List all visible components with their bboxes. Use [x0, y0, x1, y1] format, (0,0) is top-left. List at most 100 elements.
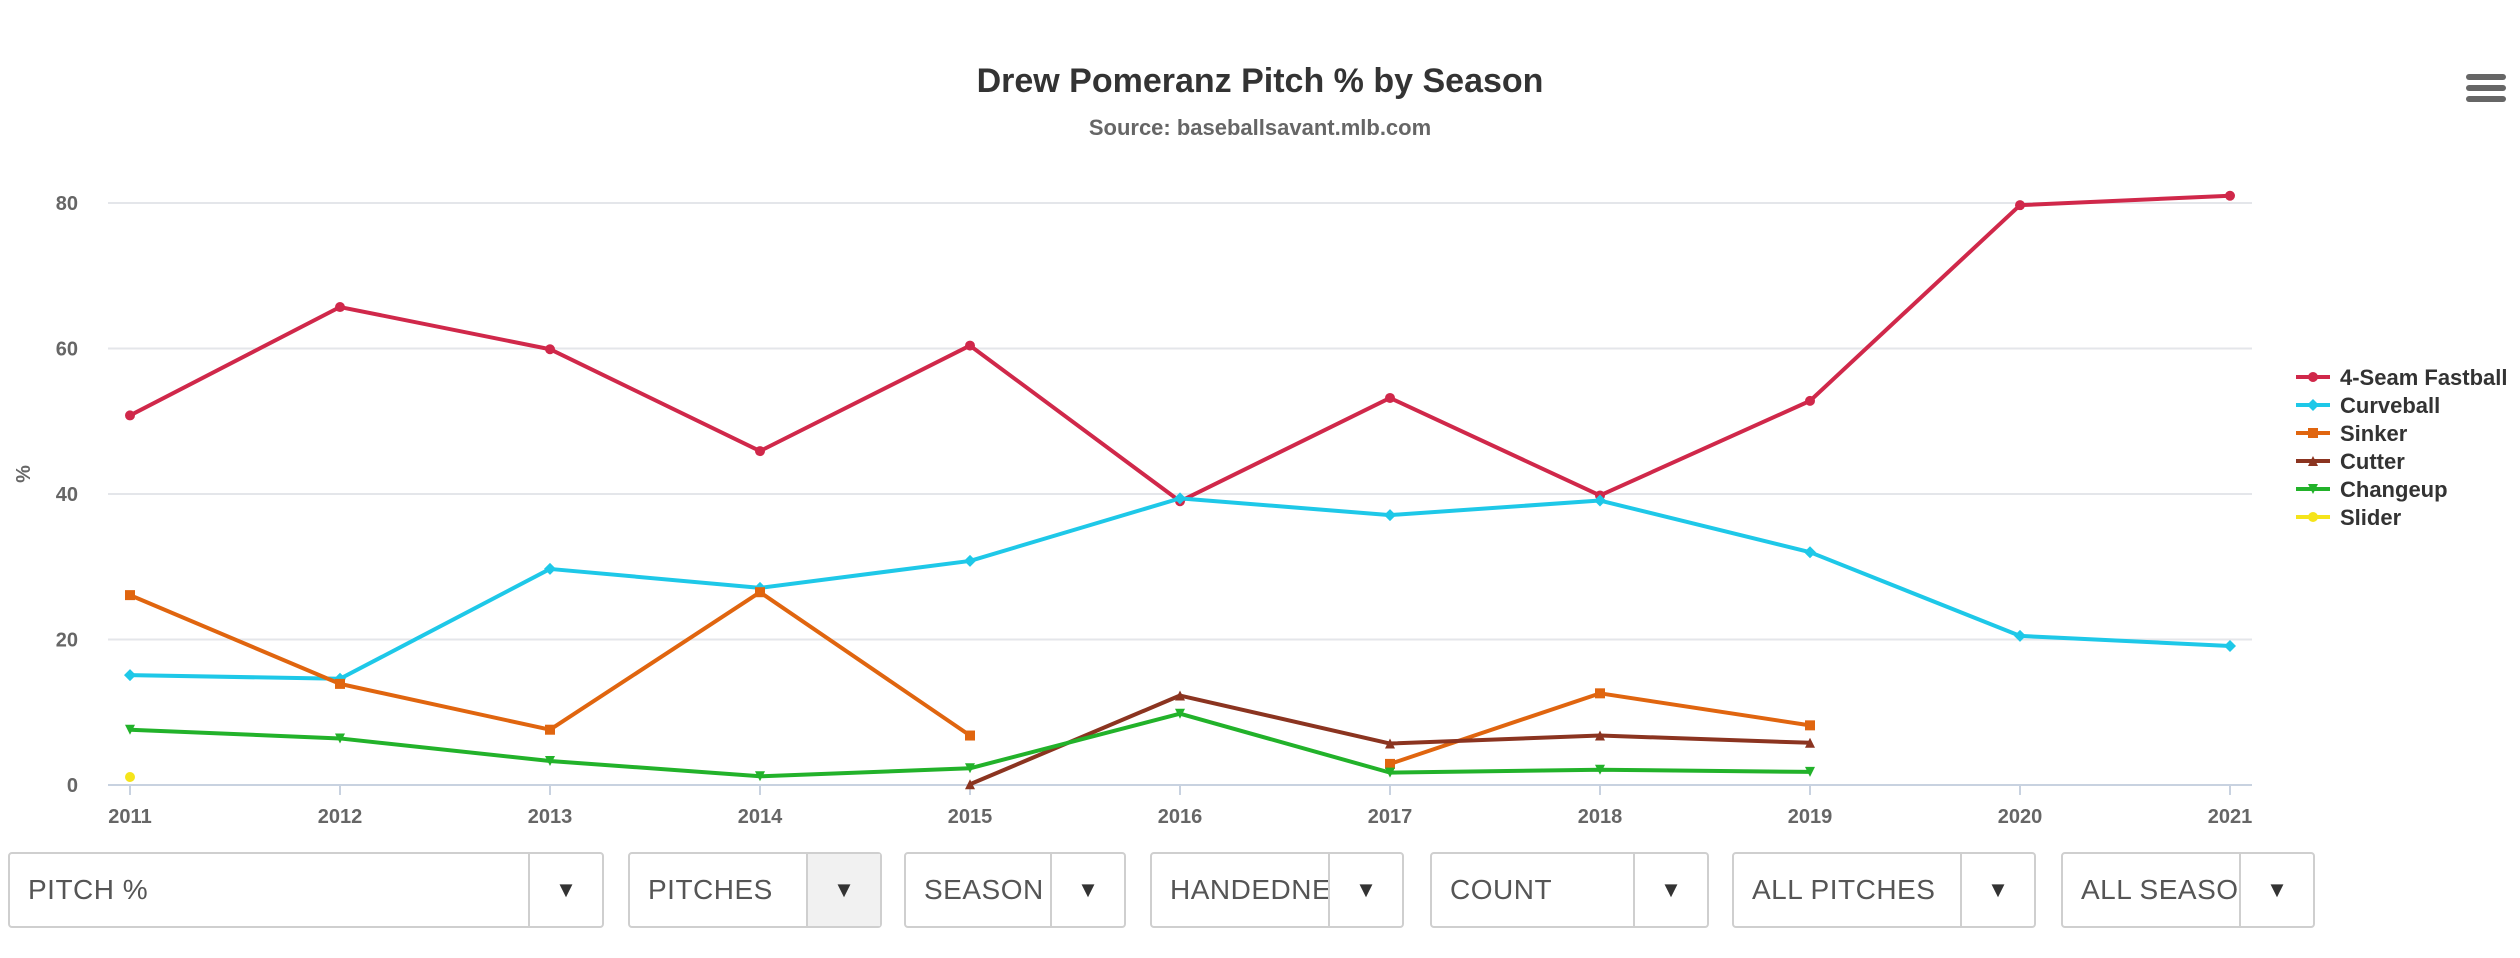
x-axis-tick-labels: 2011 2012 2013 2014 2015 2016 2017 2018 2019 2020…	[108, 785, 2252, 828]
series-group	[124, 190, 2236, 790]
legend-item-4-seam-fastball[interactable]: 4-Seam Fastball	[2296, 365, 2508, 390]
data-point-changeup[interactable]	[1385, 767, 1395, 778]
data-point-sinker[interactable]	[545, 724, 555, 735]
x-tick-label: 2012	[318, 806, 363, 828]
hamburger-icon-bar	[2466, 96, 2506, 102]
data-point-4-seam-fastball[interactable]	[125, 410, 135, 421]
metric-select[interactable]: PITCH % ▼	[8, 852, 604, 928]
x-tick-label: 2015	[948, 806, 993, 828]
data-point-4-seam-fastball[interactable]	[2225, 190, 2235, 201]
legend-item-curveball[interactable]: Curveball	[2296, 393, 2440, 418]
x-tick-label: 2019	[1788, 806, 1833, 828]
x-tick-label: 2016	[1158, 806, 1203, 828]
season-select[interactable]: SEASON ▼	[904, 852, 1126, 928]
x-tick-label: 2020	[1998, 806, 2043, 828]
data-point-sinker[interactable]	[1595, 688, 1605, 699]
data-point-cutter[interactable]	[1805, 737, 1815, 748]
data-point-slider[interactable]	[125, 771, 135, 782]
data-point-curveball[interactable]	[544, 562, 556, 575]
legend-marker[interactable]	[2308, 484, 2318, 494]
data-point-sinker[interactable]	[1805, 720, 1815, 731]
series-line-curveball	[129, 496, 2231, 681]
series-changeup	[125, 708, 1815, 782]
data-point-changeup[interactable]	[125, 724, 135, 735]
caret-down-icon[interactable]: ▼	[528, 854, 602, 926]
caret-down-icon[interactable]: ▼	[1960, 854, 2034, 926]
data-point-4-seam-fastball[interactable]	[1805, 395, 1815, 406]
data-point-sinker[interactable]	[335, 678, 345, 689]
data-point-curveball[interactable]	[2224, 640, 2236, 653]
series-slider	[125, 771, 135, 782]
metric-select-value: PITCH %	[28, 874, 149, 905]
all-seasons-select[interactable]: ALL SEASONS ▼	[2061, 852, 2315, 928]
data-point-curveball[interactable]	[124, 669, 136, 682]
chart-title: Drew Pomeranz Pitch % by Season	[977, 62, 1544, 100]
y-tick-label: 80	[56, 193, 78, 215]
data-point-curveball[interactable]	[2014, 629, 2026, 642]
chart-menu-button[interactable]	[2466, 70, 2506, 110]
caret-down-icon[interactable]: ▼	[2239, 854, 2313, 926]
data-point-4-seam-fastball[interactable]	[755, 446, 765, 457]
y-axis-label: %	[13, 465, 35, 483]
data-point-curveball[interactable]	[964, 554, 976, 567]
legend-marker[interactable]	[2308, 512, 2318, 522]
data-point-cutter[interactable]	[965, 779, 975, 790]
legend-item-sinker[interactable]: Sinker	[2296, 421, 2408, 446]
caret-down-icon[interactable]: ▼	[1328, 854, 1402, 926]
handedness-select[interactable]: HANDEDNESS ▼	[1150, 852, 1404, 928]
legend-marker[interactable]	[2308, 428, 2318, 438]
y-tick-label: 20	[56, 630, 78, 652]
data-point-changeup[interactable]	[755, 771, 765, 782]
data-point-curveball[interactable]	[1594, 494, 1606, 507]
data-point-sinker[interactable]	[755, 587, 765, 598]
pitches-select[interactable]: PITCHES ▼	[628, 852, 882, 928]
data-point-cutter[interactable]	[1385, 738, 1395, 749]
data-point-4-seam-fastball[interactable]	[965, 340, 975, 351]
caret-down-icon[interactable]: ▼	[1050, 854, 1124, 926]
count-select[interactable]: COUNT ▼	[1430, 852, 1709, 928]
data-point-changeup[interactable]	[1805, 766, 1815, 777]
data-point-cutter[interactable]	[1175, 690, 1185, 701]
data-point-4-seam-fastball[interactable]	[1385, 392, 1395, 403]
data-point-sinker[interactable]	[965, 730, 975, 741]
y-tick-label: 40	[56, 484, 78, 506]
legend-item-cutter[interactable]: Cutter	[2296, 449, 2405, 474]
data-point-curveball[interactable]	[1804, 546, 1816, 559]
caret-down-icon[interactable]: ▼	[1633, 854, 1707, 926]
data-point-cutter[interactable]	[1595, 730, 1605, 741]
pitch-chart: Drew Pomeranz Pitch % by Season Source: …	[13, 62, 2508, 828]
filter-controls: PITCH % ▼ PITCHES ▼ SEASON ▼ HANDEDNESS …	[0, 852, 2520, 932]
all-pitches-select[interactable]: ALL PITCHES ▼	[1732, 852, 2036, 928]
data-point-curveball[interactable]	[1174, 492, 1186, 505]
data-point-changeup[interactable]	[545, 755, 555, 766]
series-curveball	[124, 492, 2236, 685]
data-point-sinker[interactable]	[1385, 758, 1395, 769]
all-pitches-select-value: ALL PITCHES	[1752, 874, 1936, 905]
data-point-4-seam-fastball[interactable]	[335, 302, 345, 313]
data-point-changeup[interactable]	[1595, 764, 1605, 775]
legend-marker[interactable]	[2308, 372, 2318, 382]
legend-marker[interactable]	[2307, 399, 2319, 411]
caret-down-icon[interactable]: ▼	[806, 854, 880, 926]
x-tick-label: 2013	[528, 806, 573, 828]
x-tick-label: 2017	[1368, 806, 1413, 828]
data-point-changeup[interactable]	[335, 733, 345, 744]
data-point-changeup[interactable]	[965, 763, 975, 774]
x-tick-label: 2018	[1578, 806, 1623, 828]
legend-label: Sinker	[2340, 421, 2408, 446]
data-point-changeup[interactable]	[1175, 708, 1185, 719]
legend-item-changeup[interactable]: Changeup	[2296, 477, 2448, 502]
x-tick-label: 2014	[738, 806, 783, 828]
legend-item-slider[interactable]: Slider	[2296, 505, 2402, 530]
legend: 4-Seam Fastball Curveball Sinker Cutter Chan…	[2296, 365, 2508, 530]
y-tick-label: 0	[67, 775, 78, 797]
hamburger-icon-bar	[2466, 85, 2506, 91]
data-point-sinker[interactable]	[125, 590, 135, 601]
data-point-curveball[interactable]	[1384, 509, 1396, 522]
data-point-4-seam-fastball[interactable]	[2015, 200, 2025, 211]
legend-marker[interactable]	[2308, 456, 2318, 466]
legend-label: Cutter	[2340, 449, 2405, 474]
hamburger-icon-bar	[2466, 74, 2506, 80]
data-point-4-seam-fastball[interactable]	[545, 344, 555, 355]
season-select-value: SEASON	[924, 874, 1044, 905]
